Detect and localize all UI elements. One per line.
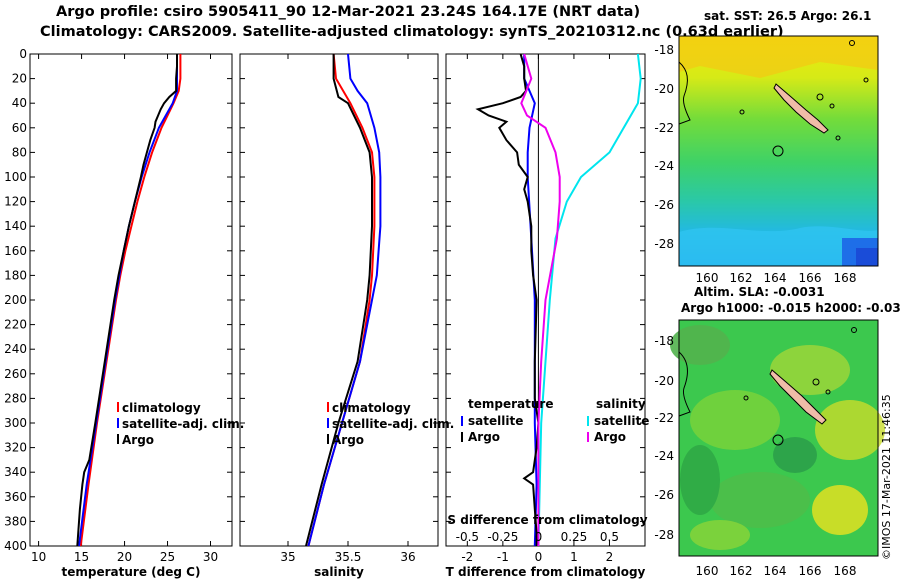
sla-map[interactable]: [670, 319, 885, 557]
legend-label: Argo: [332, 433, 364, 447]
sst-map[interactable]: [678, 35, 879, 267]
x-axis-label: salinity: [314, 565, 364, 579]
y-tick-label: 400: [4, 539, 27, 553]
new-caledonia-island: [773, 83, 829, 134]
map-lon-label: 162: [730, 271, 753, 285]
legend-t-label: Argo: [468, 430, 500, 444]
map-lon-label: 164: [764, 564, 787, 578]
x-tick-label: 2: [606, 550, 614, 564]
x-axis-label: temperature (deg C): [62, 565, 201, 579]
x-tick-label: 30: [203, 550, 218, 564]
x-tick-label: 1: [570, 550, 578, 564]
y-tick-label: 140: [4, 219, 27, 233]
s-tick-label: 0.25: [561, 530, 588, 544]
series-line-satellite-adj-clim-: [307, 53, 382, 547]
y-tick-label: 160: [4, 244, 27, 258]
map-lat-label: -24: [654, 159, 674, 173]
map-lon-label: 160: [696, 271, 719, 285]
map-lon-label: 168: [834, 271, 857, 285]
x-tick-label: 15: [74, 550, 89, 564]
diff-line-temperature-Argo: [475, 53, 540, 546]
new-caledonia-island-sla: [769, 369, 827, 425]
sst-map-title: sat. SST: 26.5 Argo: 26.1: [704, 9, 872, 23]
y-tick-label: 40: [12, 96, 27, 110]
series-line-argo: [305, 54, 373, 547]
map-lat-label: -20: [654, 82, 674, 96]
y-tick-label: 80: [12, 145, 27, 159]
map-lat-label: -22: [654, 121, 674, 135]
s-tick-label: 0: [535, 530, 543, 544]
legend-s-label: satellite: [594, 414, 649, 428]
map-lat-label: -22: [654, 411, 674, 425]
map-lon-label: 166: [799, 564, 822, 578]
y-tick-label: 320: [4, 441, 27, 455]
map-lat-label: -20: [654, 374, 674, 388]
legend-label: climatology: [122, 401, 201, 415]
legend-t-label: satellite: [468, 414, 523, 428]
map-lon-label: 162: [730, 564, 753, 578]
map-lat-label: -28: [654, 528, 674, 542]
x-tick-label: 0: [535, 550, 543, 564]
x-tick-label: 36: [400, 550, 415, 564]
argo-float-marker-sst: [772, 145, 784, 157]
y-tick-label: 380: [4, 514, 27, 528]
series-line-argo: [76, 54, 178, 547]
y-tick-label: 120: [4, 195, 27, 209]
x-tick-label: 25: [160, 550, 175, 564]
x-tick-label: 35: [280, 550, 295, 564]
y-tick-label: 180: [4, 268, 27, 282]
legend-temperature-heading: temperature: [468, 397, 553, 411]
legend-label: climatology: [332, 401, 411, 415]
timestamp-stamp: ©IMOS 17-Mar-2021 11:46:35: [880, 394, 893, 560]
diff-line-salinity-Argo: [520, 53, 561, 546]
map-lon-label: 168: [834, 564, 857, 578]
y-tick-label: 200: [4, 293, 27, 307]
y-tick-label: 300: [4, 416, 27, 430]
s-tick-label: -0.5: [456, 530, 479, 544]
x-tick-label: 10: [31, 550, 46, 564]
diff-line-salinity-satellite: [537, 53, 642, 547]
y-tick-label: 340: [4, 465, 27, 479]
map-lat-label: -24: [654, 449, 674, 463]
map-lat-label: -18: [654, 43, 674, 57]
map-lon-label: 160: [696, 564, 719, 578]
y-tick-label: 0: [19, 47, 27, 61]
title-line-2: Climatology: CARS2009. Satellite-adjuste…: [40, 24, 784, 40]
legend-label: satellite-adj. clim.: [332, 417, 454, 431]
s-axis-label: S difference from climatology: [447, 513, 647, 527]
s-tick-label: 0.5: [600, 530, 619, 544]
map-lat-label: -26: [654, 198, 674, 212]
y-tick-label: 20: [12, 72, 27, 86]
y-tick-label: 260: [4, 367, 27, 381]
y-tick-label: 220: [4, 318, 27, 332]
h-map-title: Argo h1000: -0.015 h2000: -0.036: [681, 301, 900, 315]
x-tick-label: -2: [461, 550, 473, 564]
map-lat-label: -18: [654, 334, 674, 348]
s-tick-label: -0.25: [487, 530, 518, 544]
map-lon-label: 164: [764, 271, 787, 285]
y-tick-label: 240: [4, 342, 27, 356]
y-tick-label: 60: [12, 121, 27, 135]
y-tick-label: 100: [4, 170, 27, 184]
legend-label: satellite-adj. clim.: [122, 417, 244, 431]
x-axis-label: T difference from climatology: [446, 565, 646, 579]
legend-label: Argo: [122, 433, 154, 447]
sla-map-title: Altim. SLA: -0.0031: [694, 285, 825, 299]
x-tick-label: 20: [117, 550, 132, 564]
map-lat-label: -26: [654, 488, 674, 502]
legend-salinity-heading: salinity: [596, 397, 646, 411]
title-line-1: Argo profile: csiro 5905411_90 12-Mar-20…: [56, 4, 641, 20]
map-lat-label: -28: [654, 237, 674, 251]
y-tick-label: 280: [4, 391, 27, 405]
legend-s-label: Argo: [594, 430, 626, 444]
map-lon-label: 166: [799, 271, 822, 285]
x-tick-label: -1: [497, 550, 509, 564]
y-tick-label: 360: [4, 490, 27, 504]
argo-float-marker-sla: [772, 434, 784, 446]
x-tick-label: 35.5: [335, 550, 362, 564]
